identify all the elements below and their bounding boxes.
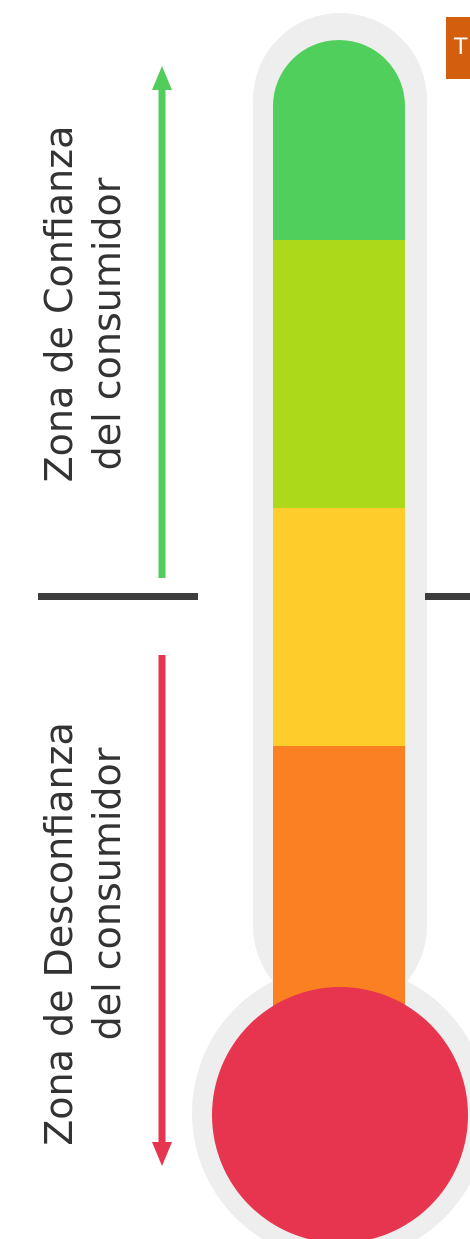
confianza-arrow bbox=[152, 66, 172, 578]
segment-green-base bbox=[273, 120, 405, 241]
corner-badge: T bbox=[446, 17, 470, 79]
thermometer-bulb bbox=[212, 987, 468, 1239]
right-divider bbox=[425, 593, 470, 600]
desconfianza-label-line1: Zona de Desconfianza bbox=[37, 722, 81, 1146]
confianza-label-line1: Zona de Confianza bbox=[37, 126, 81, 483]
desconfianza-label-line2: del consumidor bbox=[85, 747, 129, 1040]
segment-yellow bbox=[273, 508, 405, 747]
left-divider bbox=[38, 593, 198, 600]
desconfianza-arrow bbox=[152, 655, 172, 1166]
corner-badge-text: T bbox=[453, 35, 468, 60]
segment-lime bbox=[273, 240, 405, 509]
confianza-label-line2: del consumidor bbox=[85, 177, 129, 470]
thermometer-tube bbox=[273, 40, 405, 1046]
